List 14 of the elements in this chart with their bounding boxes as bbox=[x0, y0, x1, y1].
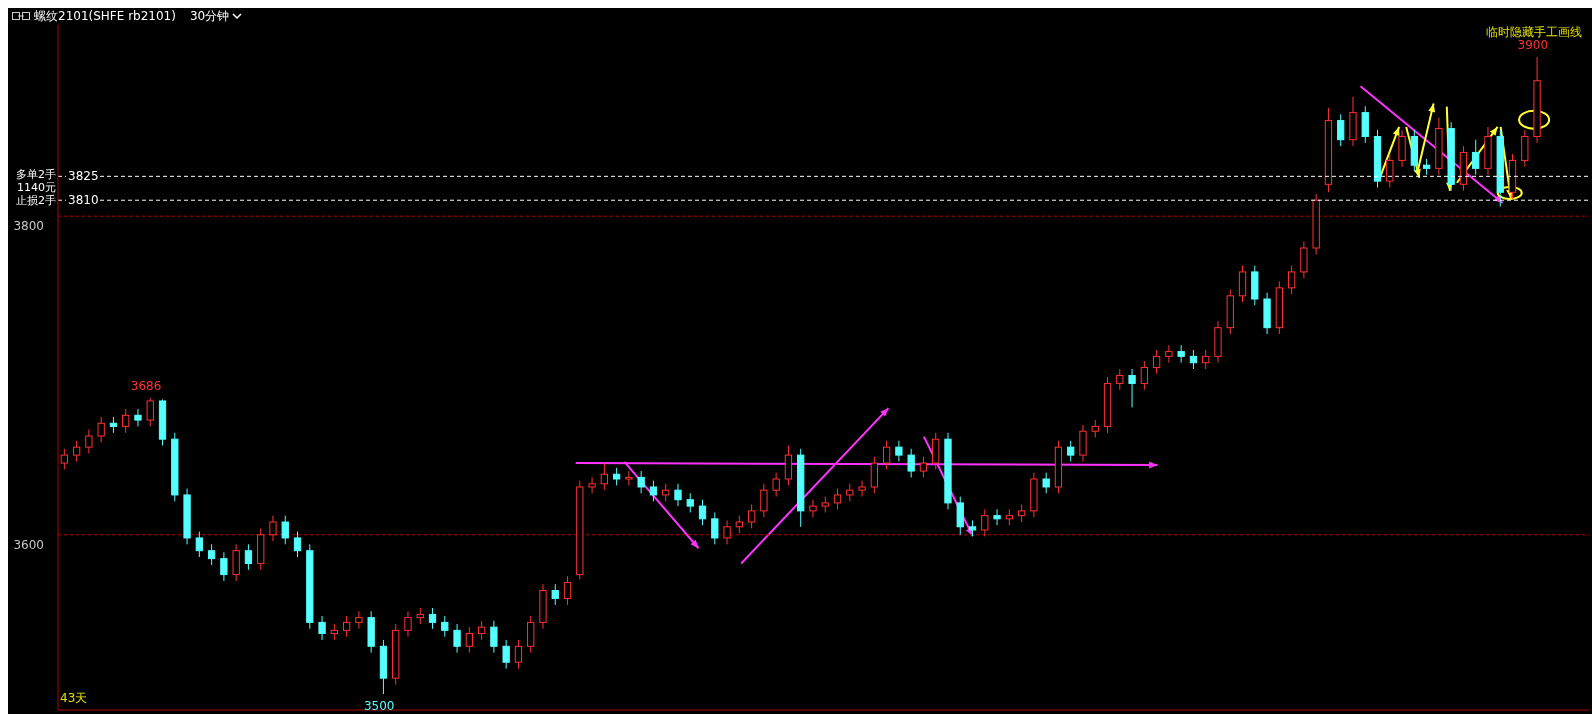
annotation: 3686 bbox=[130, 378, 162, 393]
annotation: 临时隐藏手工画线 bbox=[1486, 25, 1582, 39]
annotation: 3900 bbox=[1517, 37, 1549, 52]
y-tick-label: 3600 bbox=[13, 537, 44, 552]
text: 多单2手 bbox=[16, 168, 56, 182]
text: 1140元 bbox=[17, 181, 56, 195]
y-tick-label: 3800 bbox=[13, 219, 44, 234]
chart-title: 螺纹2101(SHFE rb2101) bbox=[34, 7, 176, 25]
text: 止损2手 bbox=[16, 194, 56, 208]
annotation: 43天 bbox=[60, 691, 88, 705]
ref-line-label: 3825 bbox=[68, 169, 99, 184]
annotation: 3500 bbox=[363, 699, 395, 714]
chart-subtitle: 30分钟 bbox=[189, 7, 230, 25]
ref-line-label: 3810 bbox=[68, 193, 99, 208]
